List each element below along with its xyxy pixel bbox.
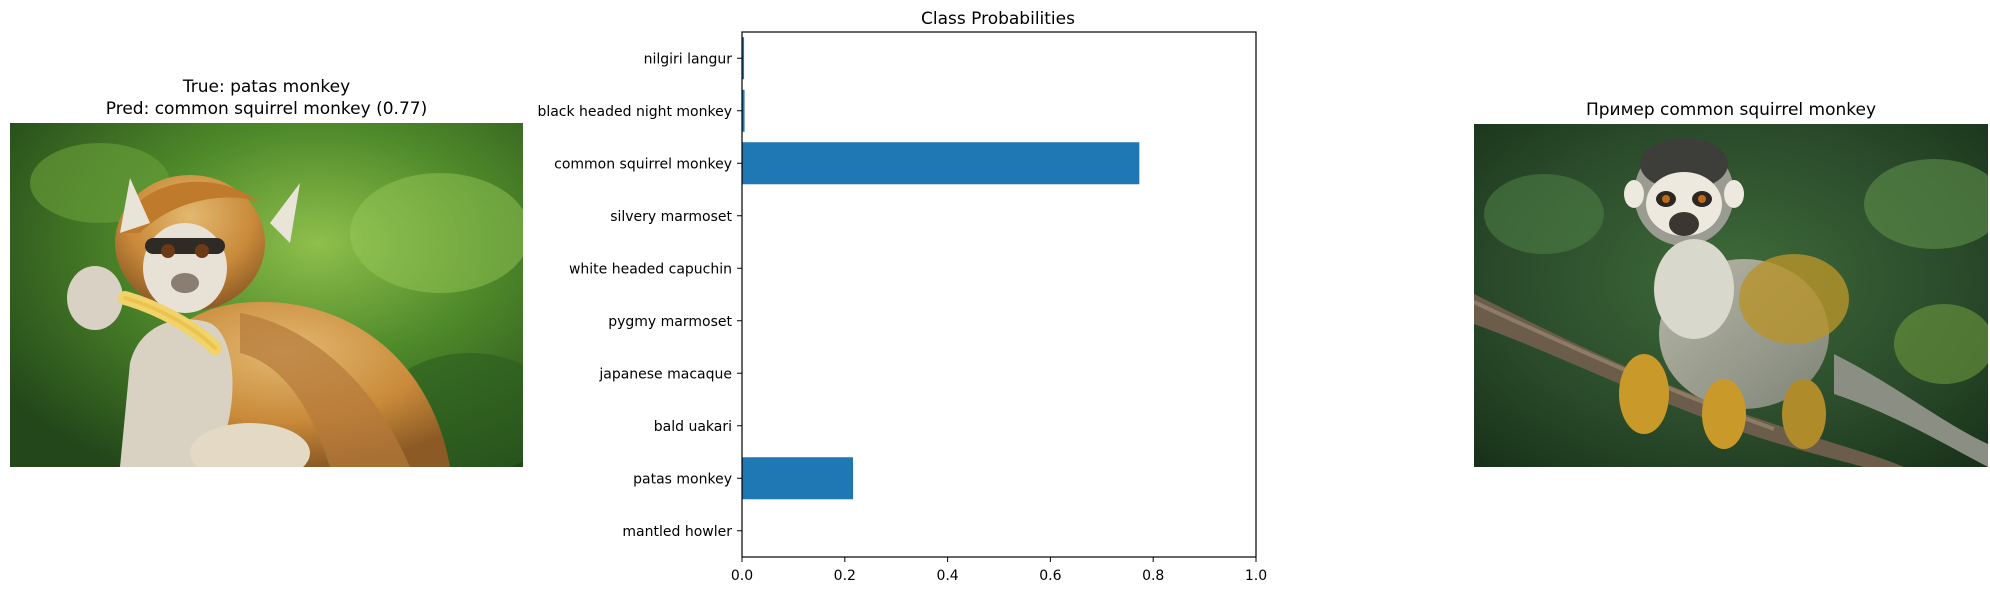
y-tick-label: silvery marmoset [610, 209, 732, 225]
right-title: Пример common squirrel monkey [1585, 100, 1877, 120]
y-tick-label: nilgiri langur [644, 51, 733, 67]
x-tick-label: 1.0 [1245, 568, 1267, 584]
y-tick-label: mantled howler [622, 524, 732, 540]
y-tick-label: white headed capuchin [569, 261, 732, 277]
plot-frame [741, 31, 1257, 558]
y-tick-label: japanese macaque [598, 366, 732, 382]
y-tick-label: bald uakari [654, 419, 732, 435]
x-tick-label: 0.6 [1039, 568, 1061, 584]
left-title-line1: True: patas monkey [182, 77, 351, 97]
x-tick-label: 0.2 [834, 568, 856, 584]
y-tick-label: pygmy marmoset [608, 314, 732, 330]
squirrel-monkey-photo [1474, 124, 1988, 467]
y-tick-label: black headed night monkey [537, 104, 732, 120]
patas-monkey-photo [10, 123, 523, 467]
y-tick-label: common squirrel monkey [554, 156, 732, 172]
x-tick-label: 0.0 [731, 568, 753, 584]
x-tick-label: 0.8 [1142, 568, 1164, 584]
left-title-line2: Pred: common squirrel monkey (0.77) [105, 99, 428, 119]
bar-nilgiri-langur [742, 37, 745, 80]
bar-black-headed-night-monkey [742, 89, 745, 132]
y-tick-label: patas monkey [633, 471, 732, 487]
bar-common-squirrel-monkey [742, 142, 1140, 185]
x-tick-label: 0.4 [936, 568, 958, 584]
chart-title: Class Probabilities [921, 9, 1075, 29]
bar-patas-monkey [742, 457, 854, 500]
